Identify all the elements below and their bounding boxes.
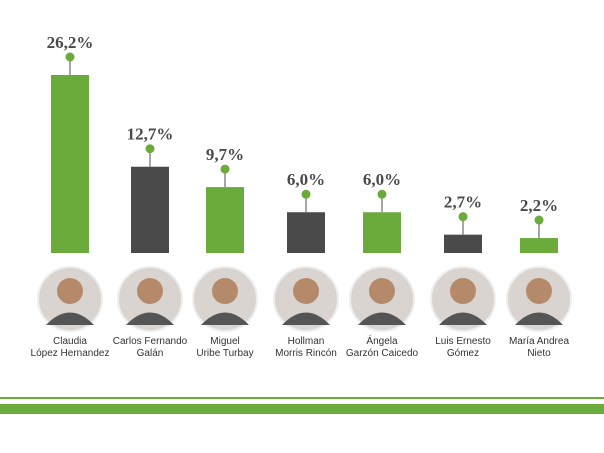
photo-head [450, 278, 476, 304]
candidate-name: Miguel [210, 336, 239, 347]
bar [206, 187, 244, 253]
candidate-name: Luis Ernesto [435, 336, 491, 347]
photo-body [126, 312, 174, 325]
photo-body [282, 312, 330, 325]
bar [444, 234, 482, 253]
value-label: 6,0% [287, 170, 325, 189]
divider-band [0, 404, 604, 414]
candidate-name: Uribe Turbay [196, 348, 253, 359]
photo-body [515, 312, 563, 325]
bar [51, 75, 89, 253]
pin-dot [301, 189, 311, 199]
photo-body [439, 312, 487, 325]
value-label: 9,7% [206, 145, 244, 164]
candidate-name: Nieto [527, 348, 551, 359]
pin-dot [145, 144, 155, 154]
pin-dot [458, 212, 468, 222]
photo-head [212, 278, 238, 304]
photo-head [526, 278, 552, 304]
pin-dot [65, 52, 75, 62]
candidate-name: Morris Rincón [275, 348, 337, 359]
value-label: 6,0% [363, 170, 401, 189]
value-label: 2,7% [444, 193, 482, 212]
bar [520, 238, 558, 253]
value-label: 12,7% [127, 125, 174, 144]
candidate-name: López Hernandez [31, 348, 110, 359]
bar [131, 166, 169, 253]
photo-head [137, 278, 163, 304]
value-label: 2,2% [520, 196, 558, 215]
photo-head [57, 278, 83, 304]
bar [287, 212, 325, 253]
photo-head [369, 278, 395, 304]
candidate-name: Galán [137, 348, 164, 359]
photo-body [46, 312, 94, 325]
candidate-name: Claudia [53, 336, 87, 347]
photo-head [293, 278, 319, 304]
candidate-name: Hollman [288, 336, 325, 347]
pin-dot [377, 189, 387, 199]
value-label: 26,2% [47, 33, 94, 52]
photo-body [201, 312, 249, 325]
candidate-name: Carlos Fernando [113, 336, 188, 347]
candidate-name: María Andrea [509, 336, 569, 347]
photo-body [358, 312, 406, 325]
pin-dot [220, 164, 230, 174]
candidate-name: Ángela [366, 334, 398, 347]
candidate-name: Garzón Caicedo [346, 348, 419, 359]
pin-dot [534, 215, 544, 225]
candidate-name: Gómez [447, 348, 479, 359]
bar [363, 212, 401, 253]
